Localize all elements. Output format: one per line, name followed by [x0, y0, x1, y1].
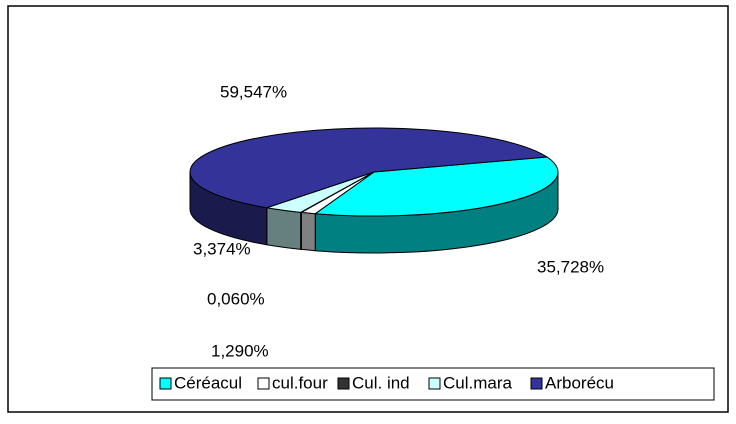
- data-label: 3,374%: [193, 239, 251, 258]
- legend-label: Cul. ind: [352, 373, 410, 392]
- slice-side: [300, 211, 316, 252]
- slice-side: [266, 207, 302, 250]
- legend-swatch: [337, 377, 350, 390]
- slice: [313, 156, 559, 217]
- legend-label: Arborécu: [545, 373, 614, 392]
- data-label: 59,547%: [220, 82, 287, 101]
- legend: Céréacul cul.four Cul. ind Cul.mara Arborécu: [159, 373, 614, 392]
- labels: 35,728% 1,290% 0,060% 3,374% 59,547%: [193, 82, 604, 360]
- legend-swatch: [530, 377, 543, 390]
- data-label: 0,060%: [207, 289, 265, 308]
- data-label: 1,290%: [211, 341, 269, 360]
- legend-label: Cul.mara: [443, 373, 513, 392]
- pie: [189, 127, 559, 254]
- legend-label: Céréacul: [174, 373, 242, 392]
- legend-swatch: [428, 377, 441, 390]
- data-label: 35,728%: [537, 257, 604, 276]
- legend-swatch: [159, 377, 172, 390]
- slice: [189, 127, 549, 209]
- legend-swatch: [257, 377, 270, 390]
- legend-label: cul.four: [272, 373, 328, 392]
